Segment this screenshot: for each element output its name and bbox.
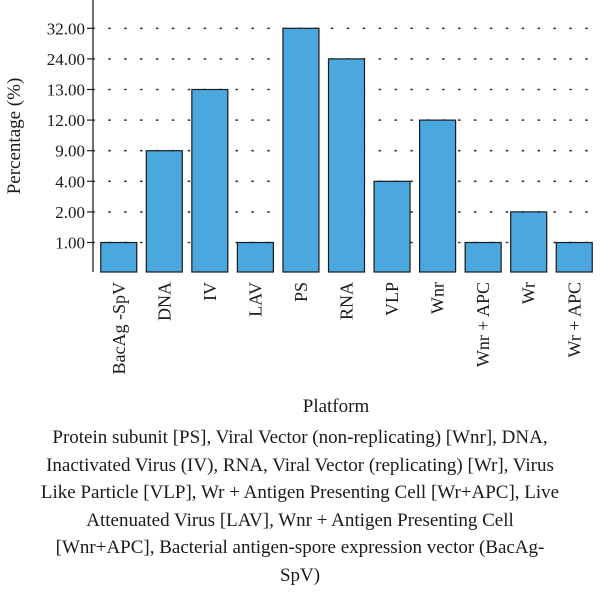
y-tick-label: 32.00 bbox=[47, 19, 85, 38]
bar-chart: 1.00 2.00 4.00 9.00 12.00 13.00 24.00 32.00 Bac… bbox=[4, 0, 597, 417]
y-tick-label: 1.00 bbox=[55, 234, 85, 253]
bar-iv bbox=[191, 88, 229, 273]
bar-wnr-apc bbox=[464, 241, 502, 273]
x-tick-label: PS bbox=[291, 282, 311, 302]
y-tick-label: 24.00 bbox=[47, 50, 85, 69]
bars bbox=[100, 27, 593, 273]
bar-vlp bbox=[373, 180, 411, 273]
bar-dna bbox=[145, 150, 183, 273]
x-ticks: BacAg -SpV DNA IV LAV PS RNA VLP Wnr Wnr + APC Wr… bbox=[109, 282, 585, 375]
y-tick-label: 13.00 bbox=[47, 81, 85, 100]
bar-bacag-spv bbox=[100, 241, 138, 273]
x-tick-label: Wr + APC bbox=[564, 282, 584, 357]
y-axis-title: Percentage (%) bbox=[4, 78, 25, 195]
x-tick-label: BacAg -SpV bbox=[109, 282, 129, 375]
x-tick-label: Wnr + APC bbox=[473, 282, 493, 367]
x-axis-title: Platform bbox=[303, 396, 370, 417]
y-tick-label: 12.00 bbox=[47, 111, 85, 130]
x-tick-label: RNA bbox=[337, 282, 357, 320]
bar-ps bbox=[282, 27, 320, 273]
figure-caption: Protein subunit [PS], Viral Vector (non-… bbox=[40, 427, 560, 586]
bar-wr-apc bbox=[555, 241, 593, 273]
bar-lav bbox=[236, 241, 274, 273]
y-tick-label: 9.00 bbox=[55, 142, 85, 161]
y-tick-label: 2.00 bbox=[55, 203, 85, 222]
y-tick-label: 4.00 bbox=[55, 172, 85, 191]
y-ticks: 1.00 2.00 4.00 9.00 12.00 13.00 24.00 32.00 bbox=[47, 19, 93, 253]
x-tick-label: DNA bbox=[154, 282, 174, 321]
x-tick-label: LAV bbox=[245, 282, 265, 317]
x-tick-label: Wnr bbox=[428, 282, 448, 314]
bar-rna bbox=[327, 58, 366, 273]
x-tick-label: Wr bbox=[519, 282, 539, 304]
x-tick-label: IV bbox=[200, 282, 220, 301]
bar-wr bbox=[510, 211, 548, 273]
bar-wnr bbox=[419, 119, 457, 273]
x-tick-label: VLP bbox=[382, 282, 402, 316]
